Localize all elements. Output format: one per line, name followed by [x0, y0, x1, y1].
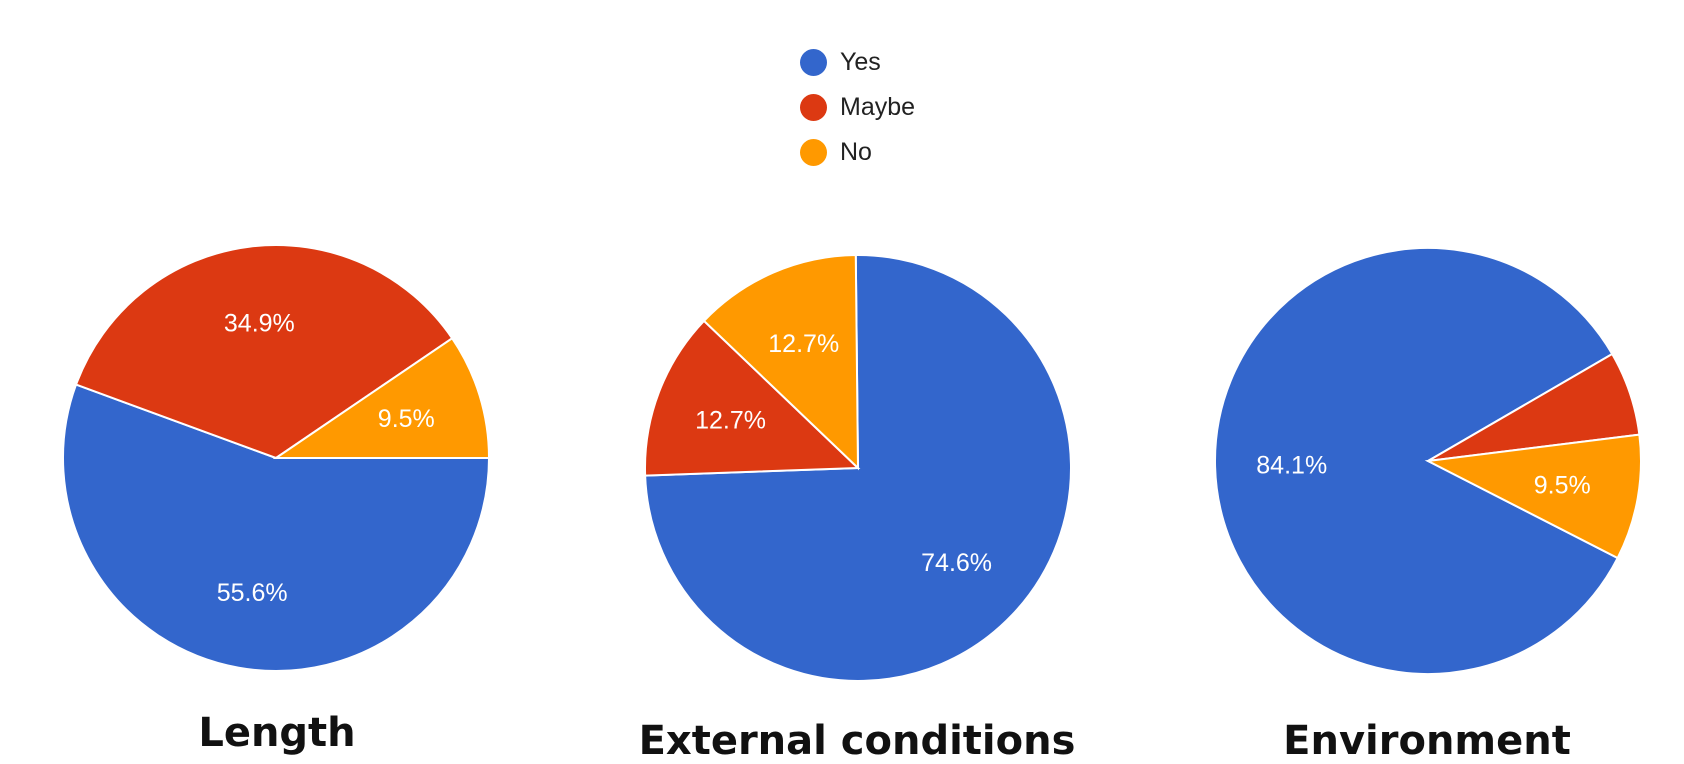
pie-label-environment-yes: 84.1%	[1256, 452, 1327, 480]
legend-label-maybe: Maybe	[840, 93, 916, 121]
pie-slice-environment-no	[1424, 433, 1642, 560]
legend-item-yes: Yes	[800, 40, 915, 85]
pie-label-external-conditions-no: 12.7%	[768, 330, 839, 358]
pie-environment: 84.1% 9.5%	[1214, 247, 1642, 675]
legend-swatch-yes	[800, 49, 827, 76]
pie-label-length-no: 9.5%	[378, 405, 435, 433]
pie-slice-length-yes	[62, 383, 491, 672]
legend-swatch-no	[800, 139, 827, 166]
legend-item-maybe: Maybe	[800, 85, 915, 130]
legend-label-no: No	[840, 138, 872, 166]
legend-item-no: No	[800, 130, 915, 175]
pie-length: 55.6% 34.9% 9.5%	[62, 244, 491, 672]
pie-slice-length-maybe	[74, 244, 454, 460]
pie-label-length-yes: 55.6%	[217, 579, 288, 607]
pie-title-length: Length	[198, 710, 356, 756]
pie-slice-environment-yes	[1214, 247, 1619, 675]
pie-label-external-conditions-maybe: 12.7%	[695, 407, 766, 435]
pie-title-environment: Environment	[1283, 718, 1571, 764]
legend-label-yes: Yes	[840, 48, 881, 76]
legend-swatch-maybe	[800, 94, 827, 121]
pie-slice-external-conditions-no	[702, 254, 860, 471]
pie-slice-external-conditions-maybe	[644, 319, 861, 477]
pie-external-conditions: 74.6% 12.7% 12.7%	[644, 254, 1072, 682]
pie-title-external-conditions: External conditions	[638, 718, 1076, 764]
legend: Yes Maybe No	[800, 40, 915, 175]
pie-label-environment-no: 9.5%	[1534, 472, 1591, 500]
pie-label-length-maybe: 34.9%	[224, 310, 295, 338]
pie-slice-length-no	[272, 336, 491, 459]
pie-label-external-conditions-yes: 74.6%	[921, 549, 992, 577]
